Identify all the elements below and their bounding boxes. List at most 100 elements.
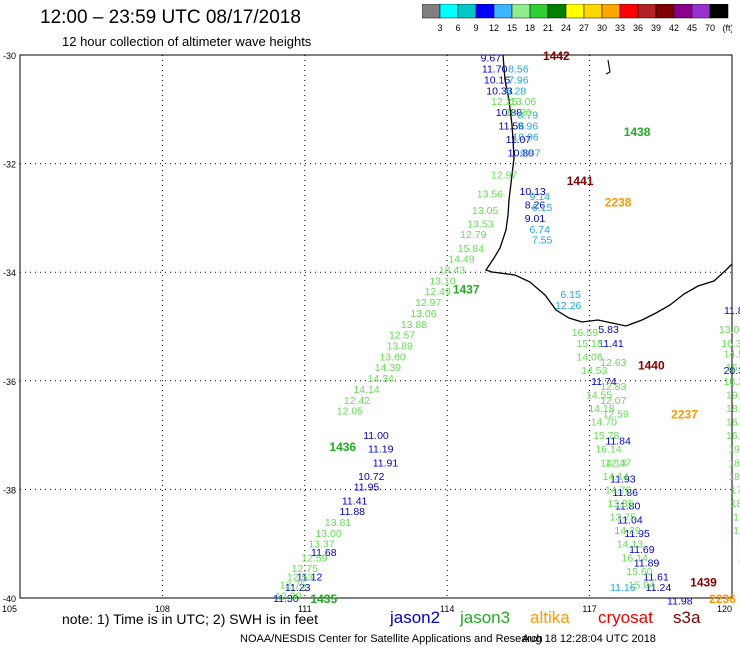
wave-height-value: 13.53 bbox=[467, 218, 493, 230]
wave-height-value: 6.74 bbox=[530, 224, 551, 236]
wave-height-value: 12.07 bbox=[600, 395, 626, 407]
pass-time-label: 1440 bbox=[638, 359, 665, 373]
wave-height-value: 18.43 bbox=[439, 264, 465, 276]
wave-height-value: 14.14 bbox=[603, 471, 629, 483]
wave-height-value: 12.59 bbox=[603, 408, 629, 420]
credit-line: NOAA/NESDIS Center for Satellite Applica… bbox=[240, 633, 543, 645]
wave-height-value: 16.14 bbox=[622, 552, 648, 564]
wave-height-value: 16.23 bbox=[726, 430, 740, 442]
lat-tick-label: -32 bbox=[3, 160, 16, 170]
wave-height-value: 13.89 bbox=[387, 341, 413, 353]
lat-tick-label: -34 bbox=[3, 268, 16, 278]
wave-height-value: 12.53 bbox=[287, 571, 313, 583]
wave-height-value: 11.04 bbox=[617, 514, 643, 526]
wave-height-value: 7.96 bbox=[508, 74, 529, 86]
wave-height-value: 9.97 bbox=[520, 148, 541, 160]
wave-height-value: 14.13 bbox=[617, 539, 643, 551]
wave-height-value: 14.06 bbox=[576, 351, 602, 363]
wave-height-value: 8.79 bbox=[518, 110, 539, 122]
wave-height-value: 6.15 bbox=[560, 289, 581, 301]
wave-height-value: 16.4 bbox=[738, 552, 740, 564]
wave-height-value: 16.15 bbox=[726, 417, 740, 429]
wave-height-value: 14.34 bbox=[368, 373, 394, 385]
wave-height-value: 10.16 bbox=[484, 74, 510, 86]
wave-height-value: 11.23 bbox=[285, 582, 311, 594]
wave-height-value: 11.89 bbox=[634, 558, 660, 570]
legend-jason2: jason2 bbox=[390, 608, 441, 627]
map-frame bbox=[19, 54, 733, 599]
wave-height-value: 11.41 bbox=[342, 495, 368, 507]
wave-height-value: 13.60 bbox=[379, 351, 405, 363]
wave-height-value: 12.49 bbox=[425, 286, 451, 298]
wave-height-value: 10.33 bbox=[486, 85, 512, 97]
wave-height-value: 10.13 bbox=[519, 186, 545, 198]
wave-height-value: 10.80 bbox=[508, 148, 534, 160]
wave-height-value: 9.14 bbox=[530, 191, 551, 203]
wave-height-value: 6.15 bbox=[532, 202, 553, 214]
wave-height-value: 12.30 bbox=[275, 590, 301, 602]
wave-height-value: 13.00 bbox=[315, 528, 341, 540]
wave-height-value: 18.28 bbox=[724, 376, 740, 388]
wave-height-value: 10.72 bbox=[358, 471, 384, 483]
pass-time-label: 1441 bbox=[567, 174, 594, 188]
pass-time-label: 2237 bbox=[671, 407, 698, 421]
pass-time-label: 2236 bbox=[709, 592, 736, 606]
lon-tick-label: 111 bbox=[298, 604, 312, 614]
lon-tick-label: 108 bbox=[155, 604, 170, 614]
pass-time-label: 1437 bbox=[453, 282, 480, 296]
wave-height-value: 14.58 bbox=[724, 349, 740, 361]
wave-height-value: 17.00 bbox=[731, 484, 740, 496]
wave-height-value: 10.88 bbox=[496, 107, 522, 119]
wave-height-value: 16.35 bbox=[721, 338, 740, 350]
lon-tick-label: 117 bbox=[582, 604, 596, 614]
wave-height-value: 13.88 bbox=[401, 319, 427, 331]
scale-label: 12 bbox=[489, 23, 499, 33]
scale-label: 21 bbox=[543, 23, 553, 33]
wave-height-value: 17.30 bbox=[733, 512, 740, 524]
wave-height-value: 14.70 bbox=[591, 417, 617, 429]
lat-tick-label: -40 bbox=[3, 594, 16, 604]
wave-height-value: 9.01 bbox=[525, 213, 546, 225]
wave-height-value: 13.06 bbox=[510, 96, 536, 108]
pass-time-label: 1439 bbox=[690, 576, 717, 590]
wave-height-value: 14.14 bbox=[353, 384, 379, 396]
wave-height-value: 11.16 bbox=[610, 582, 636, 594]
graticule bbox=[20, 55, 732, 598]
lon-tick-label: 105 bbox=[2, 604, 17, 614]
scale-label: 36 bbox=[633, 23, 643, 33]
wave-height-value: 11.88 bbox=[724, 305, 740, 317]
pass-time-label: 1438 bbox=[624, 125, 651, 139]
lat-tick-label: -36 bbox=[3, 377, 16, 387]
island-coastline bbox=[605, 59, 611, 75]
wave-height-value: 7.55 bbox=[532, 235, 553, 247]
wave-height-value: 14.13 bbox=[600, 457, 626, 469]
wave-height-value: 13.85 bbox=[607, 498, 633, 510]
legend-altika: altika bbox=[530, 608, 570, 627]
wave-height-value: 12.47 bbox=[605, 457, 631, 469]
wave-height-value: 11.19 bbox=[368, 444, 394, 456]
wave-height-value: 11.69 bbox=[629, 544, 655, 556]
wave-height-value: 12.79 bbox=[460, 229, 486, 241]
wave-height-value: 11.88 bbox=[340, 506, 366, 518]
wave-height-value: 14.39 bbox=[375, 362, 401, 374]
scale-label: 39 bbox=[651, 23, 661, 33]
legend-s3a: s3a bbox=[673, 608, 701, 627]
wave-height-value: 15.04 bbox=[629, 579, 655, 591]
wave-height-value: 11.12 bbox=[297, 571, 323, 583]
wave-height-value: 18.56 bbox=[728, 457, 740, 469]
wave-height-value: 13.37 bbox=[308, 539, 334, 551]
wave-height-value: 8.56 bbox=[508, 64, 529, 76]
pass-time-label: 1442 bbox=[543, 49, 570, 63]
wave-height-value: 9.96 bbox=[518, 121, 539, 133]
wave-height-value: 17.30 bbox=[733, 525, 740, 537]
scale-label: 3 bbox=[437, 23, 442, 33]
lat-tick-label: -30 bbox=[3, 51, 16, 61]
wave-height-value: 11.95 bbox=[354, 482, 380, 494]
scale-label: 42 bbox=[669, 23, 679, 33]
wave-height-value: 8.26 bbox=[525, 199, 546, 211]
wave-height-value: 11.24 bbox=[646, 582, 672, 594]
wave-height-value: 5.83 bbox=[598, 324, 619, 336]
wave-height-value: 13.56 bbox=[477, 188, 503, 200]
